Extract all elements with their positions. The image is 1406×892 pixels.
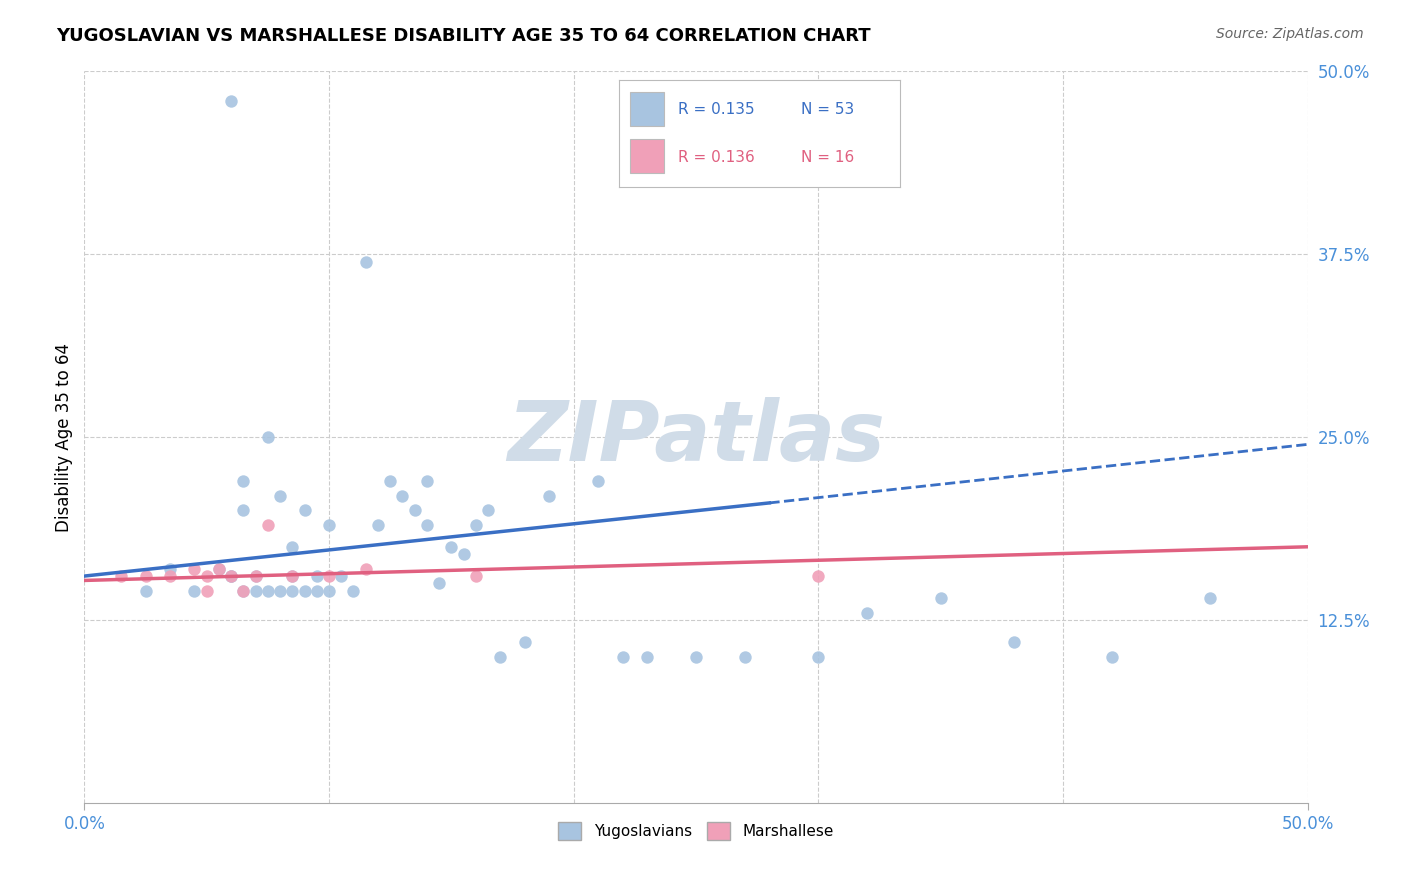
Point (269, 583, 291, 598)
Point (929, 591, 952, 605)
Point (305, 583, 328, 598)
Point (342, 583, 364, 598)
Point (318, 569, 340, 583)
Point (305, 569, 328, 583)
Bar (630, 139, 664, 173)
Point (856, 606, 879, 620)
Text: R = 0.136: R = 0.136 (678, 150, 755, 165)
Point (281, 540, 304, 554)
Point (159, 562, 181, 576)
Point (269, 489, 291, 503)
Point (427, 576, 450, 591)
Text: Source: ZipAtlas.com: Source: ZipAtlas.com (1216, 27, 1364, 41)
Point (257, 430, 280, 444)
Point (416, 474, 439, 488)
Point (1198, 591, 1220, 605)
Point (367, 517, 389, 532)
Point (1002, 635, 1025, 649)
Text: N = 53: N = 53 (801, 102, 855, 117)
Point (135, 569, 157, 583)
Point (195, 569, 218, 583)
Point (294, 503, 316, 517)
Point (232, 583, 254, 598)
Point (612, 649, 634, 664)
Point (294, 583, 316, 598)
Point (135, 583, 157, 598)
Point (404, 503, 426, 517)
Point (245, 569, 267, 583)
Point (245, 583, 267, 598)
Point (636, 649, 658, 664)
Point (183, 583, 205, 598)
Point (453, 547, 475, 561)
Legend: Yugoslavians, Marshallese: Yugoslavians, Marshallese (553, 815, 839, 847)
Point (416, 517, 439, 532)
Point (807, 649, 830, 664)
Point (513, 635, 536, 649)
Text: N = 16: N = 16 (801, 150, 855, 165)
Point (195, 583, 218, 598)
Point (232, 583, 254, 598)
Point (257, 583, 280, 598)
Point (318, 583, 340, 598)
Point (281, 569, 304, 583)
Point (489, 649, 512, 664)
Point (208, 562, 231, 576)
Point (354, 254, 377, 268)
Text: YUGOSLAVIAN VS MARSHALLESE DISABILITY AGE 35 TO 64 CORRELATION CHART: YUGOSLAVIAN VS MARSHALLESE DISABILITY AG… (56, 27, 870, 45)
Point (219, 569, 242, 583)
Point (245, 569, 267, 583)
Point (318, 517, 340, 532)
Point (380, 474, 402, 488)
Point (464, 517, 486, 532)
Point (232, 474, 254, 488)
Y-axis label: Disability Age 35 to 64: Disability Age 35 to 64 (55, 343, 73, 532)
Text: R = 0.135: R = 0.135 (678, 102, 754, 117)
Point (110, 569, 132, 583)
Point (477, 503, 499, 517)
Point (1101, 649, 1123, 664)
Text: ZIPatlas: ZIPatlas (508, 397, 884, 477)
Point (330, 569, 353, 583)
Point (183, 562, 205, 576)
Point (232, 503, 254, 517)
Bar (630, 92, 664, 127)
Point (440, 540, 463, 554)
Point (281, 569, 304, 583)
Point (219, 94, 242, 108)
Point (734, 649, 756, 664)
Point (391, 489, 413, 503)
Point (219, 569, 242, 583)
Point (807, 569, 830, 583)
Point (464, 569, 486, 583)
Point (159, 569, 181, 583)
Point (208, 562, 231, 576)
Point (354, 562, 377, 576)
Point (281, 583, 304, 598)
Point (538, 489, 561, 503)
Point (219, 569, 242, 583)
Point (685, 649, 707, 664)
Point (586, 474, 609, 488)
Point (257, 517, 280, 532)
